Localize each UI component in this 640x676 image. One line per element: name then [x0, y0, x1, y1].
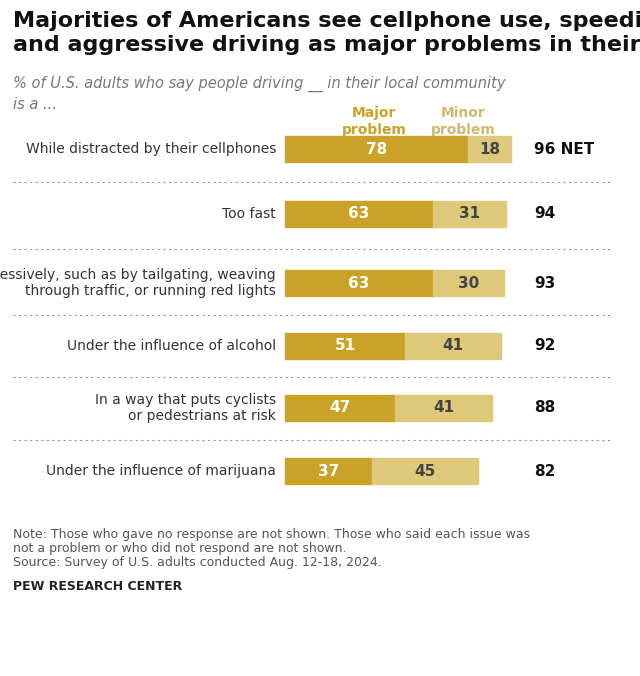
- Bar: [372, 458, 477, 484]
- Bar: [285, 458, 372, 484]
- Text: PEW RESEARCH CENTER: PEW RESEARCH CENTER: [13, 580, 182, 593]
- Text: Aggressively, such as by tailgating, weaving
through traffic, or running red lig: Aggressively, such as by tailgating, wea…: [0, 268, 276, 298]
- Bar: [433, 201, 506, 227]
- Text: 18: 18: [479, 141, 500, 157]
- Text: Under the influence of marijuana: Under the influence of marijuana: [46, 464, 276, 478]
- Bar: [285, 270, 433, 296]
- Text: 63: 63: [348, 206, 370, 222]
- Text: Under the influence of alcohol: Under the influence of alcohol: [67, 339, 276, 353]
- Bar: [285, 333, 405, 359]
- Text: 51: 51: [334, 339, 355, 354]
- Text: Minor
problem: Minor problem: [431, 106, 496, 137]
- Text: 93: 93: [534, 276, 556, 291]
- Bar: [285, 136, 468, 162]
- Text: 92: 92: [534, 339, 556, 354]
- Text: % of U.S. adults who say people driving __ in their local community
is a ...: % of U.S. adults who say people driving …: [13, 76, 506, 112]
- Text: 94: 94: [534, 206, 556, 222]
- Bar: [405, 333, 501, 359]
- Bar: [433, 270, 504, 296]
- Text: 88: 88: [534, 400, 556, 416]
- Text: Majorities of Americans see cellphone use, speeding
and aggressive driving as ma: Majorities of Americans see cellphone us…: [13, 11, 640, 55]
- Text: Note: Those who gave no response are not shown. Those who said each issue was: Note: Those who gave no response are not…: [13, 528, 530, 541]
- Text: 41: 41: [433, 400, 454, 416]
- Bar: [468, 136, 511, 162]
- Text: 30: 30: [458, 276, 479, 291]
- Text: 96 NET: 96 NET: [534, 141, 595, 157]
- Text: Too fast: Too fast: [222, 207, 276, 221]
- Text: 41: 41: [442, 339, 463, 354]
- Text: 45: 45: [414, 464, 435, 479]
- Text: Major
problem: Major problem: [342, 106, 406, 137]
- Text: 37: 37: [318, 464, 339, 479]
- Bar: [396, 395, 492, 421]
- Text: Source: Survey of U.S. adults conducted Aug. 12-18, 2024.: Source: Survey of U.S. adults conducted …: [13, 556, 381, 569]
- Text: 78: 78: [366, 141, 387, 157]
- Text: 63: 63: [348, 276, 370, 291]
- Bar: [285, 201, 433, 227]
- Text: 31: 31: [459, 206, 480, 222]
- Text: In a way that puts cyclists
or pedestrians at risk: In a way that puts cyclists or pedestria…: [95, 393, 276, 423]
- Text: While distracted by their cellphones: While distracted by their cellphones: [26, 142, 276, 156]
- Bar: [285, 395, 396, 421]
- Text: not a problem or who did not respond are not shown.: not a problem or who did not respond are…: [13, 542, 346, 555]
- Text: 47: 47: [330, 400, 351, 416]
- Text: 82: 82: [534, 464, 556, 479]
